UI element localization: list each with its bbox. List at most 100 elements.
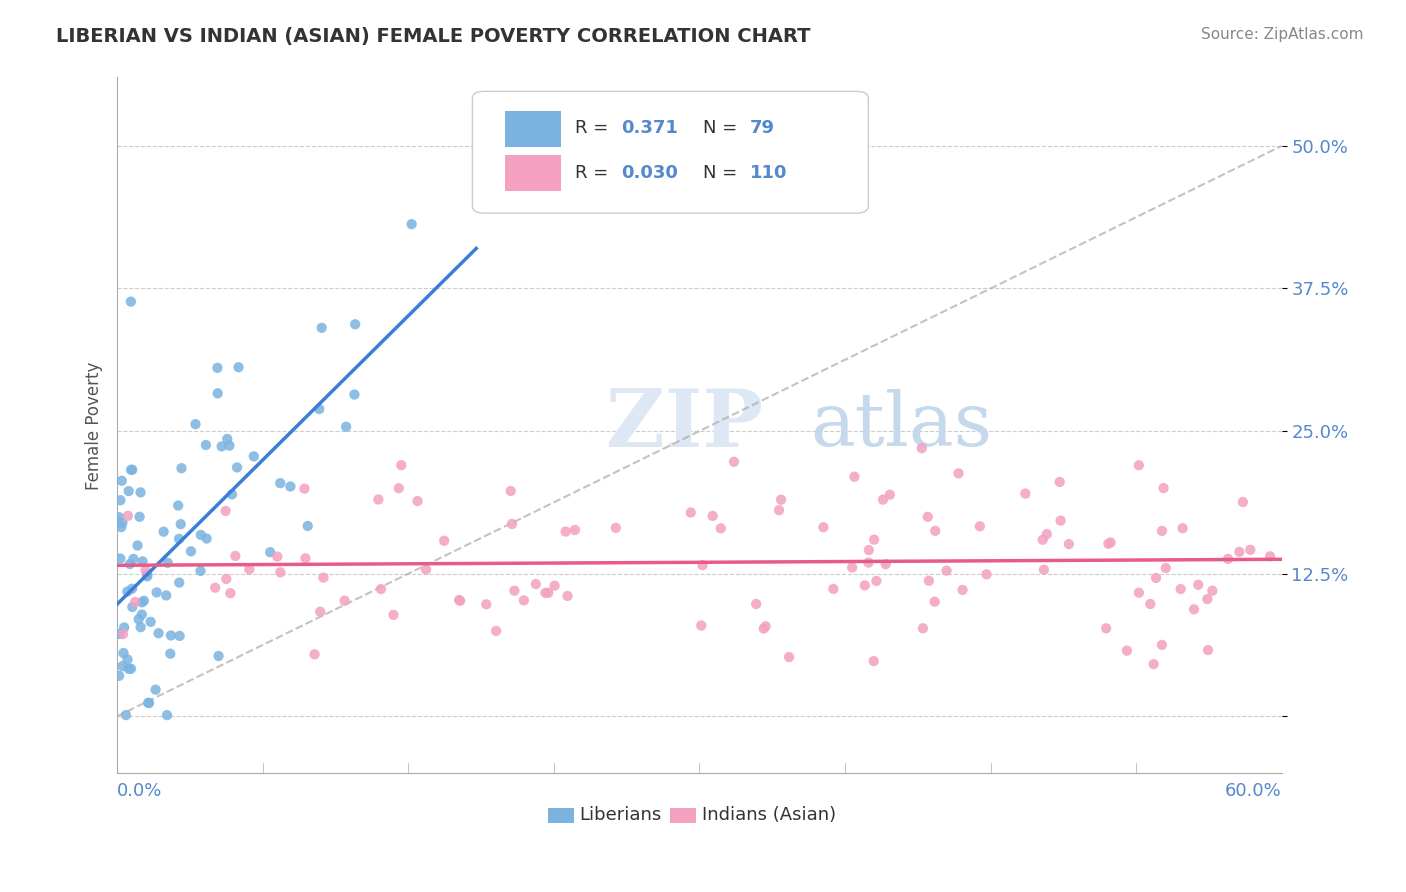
Point — [1182, 602, 1205, 616]
Point — [131, 554, 153, 568]
Point — [1032, 563, 1054, 577]
Point — [1170, 582, 1192, 596]
Text: Indians (Asian): Indians (Asian) — [702, 806, 837, 824]
Point — [128, 612, 150, 626]
Point — [841, 560, 863, 574]
Point — [415, 562, 437, 576]
Point — [108, 669, 131, 683]
Point — [1057, 537, 1080, 551]
Point — [879, 488, 901, 502]
Point — [136, 569, 159, 583]
Point — [118, 662, 141, 676]
Point — [121, 599, 143, 614]
Point — [335, 419, 357, 434]
Point — [159, 647, 181, 661]
Point — [1099, 535, 1122, 549]
Point — [917, 509, 939, 524]
Point — [858, 543, 880, 558]
Point — [120, 463, 142, 477]
Point — [1097, 537, 1119, 551]
Bar — [671, 808, 696, 823]
Point — [211, 439, 233, 453]
Point — [120, 662, 142, 676]
Point — [710, 521, 733, 535]
Text: N =: N = — [703, 164, 742, 182]
Text: atlas: atlas — [810, 389, 993, 462]
Point — [862, 654, 884, 668]
Point — [134, 563, 156, 577]
Point — [969, 519, 991, 533]
Point — [543, 579, 565, 593]
Point — [184, 417, 207, 432]
Point — [475, 597, 498, 611]
Point — [194, 438, 217, 452]
Point — [924, 595, 946, 609]
Text: R =: R = — [575, 120, 614, 137]
Point — [190, 564, 212, 578]
Point — [132, 593, 155, 607]
Point — [238, 562, 260, 576]
Point — [108, 627, 131, 641]
Text: Source: ZipAtlas.com: Source: ZipAtlas.com — [1201, 27, 1364, 42]
Point — [122, 552, 145, 566]
Point — [121, 463, 143, 477]
Point — [294, 482, 316, 496]
Point — [136, 696, 159, 710]
Point — [152, 524, 174, 539]
Point — [1239, 542, 1261, 557]
Point — [110, 551, 132, 566]
Point — [207, 386, 229, 401]
Bar — [505, 154, 561, 191]
Point — [499, 483, 522, 498]
Point — [1216, 552, 1239, 566]
Point — [911, 441, 934, 455]
Point — [117, 652, 139, 666]
Point — [145, 585, 167, 599]
Point — [110, 520, 132, 534]
Point — [111, 659, 134, 673]
Point — [138, 696, 160, 710]
Text: 110: 110 — [749, 164, 787, 182]
Point — [344, 318, 367, 332]
Point — [433, 533, 456, 548]
Point — [872, 492, 894, 507]
Point — [228, 360, 250, 375]
Point — [219, 586, 242, 600]
Point — [131, 607, 153, 622]
Point — [537, 586, 560, 600]
Point — [564, 523, 586, 537]
Point — [778, 650, 800, 665]
Point — [370, 582, 392, 596]
Text: 60.0%: 60.0% — [1225, 782, 1282, 800]
Point — [214, 504, 236, 518]
Point — [112, 646, 135, 660]
Point — [170, 517, 193, 532]
Point — [768, 503, 790, 517]
Point — [129, 485, 152, 500]
Point — [952, 582, 974, 597]
Point — [127, 539, 149, 553]
Point — [524, 577, 547, 591]
Point — [343, 387, 366, 401]
Point — [118, 484, 141, 499]
Point — [1154, 561, 1177, 575]
Point — [534, 586, 557, 600]
Point — [167, 532, 190, 546]
Point — [813, 520, 835, 534]
Point — [1150, 524, 1173, 538]
Point — [117, 584, 139, 599]
Point — [110, 493, 132, 508]
Point — [111, 516, 134, 530]
Point — [170, 461, 193, 475]
Point — [1201, 583, 1223, 598]
Point — [112, 627, 135, 641]
Point — [389, 458, 412, 472]
Point — [1128, 585, 1150, 599]
Point — [863, 533, 886, 547]
Point — [156, 556, 179, 570]
Point — [215, 572, 238, 586]
Point — [406, 494, 429, 508]
Point — [207, 648, 229, 663]
Point — [1171, 521, 1194, 535]
Point — [844, 469, 866, 483]
